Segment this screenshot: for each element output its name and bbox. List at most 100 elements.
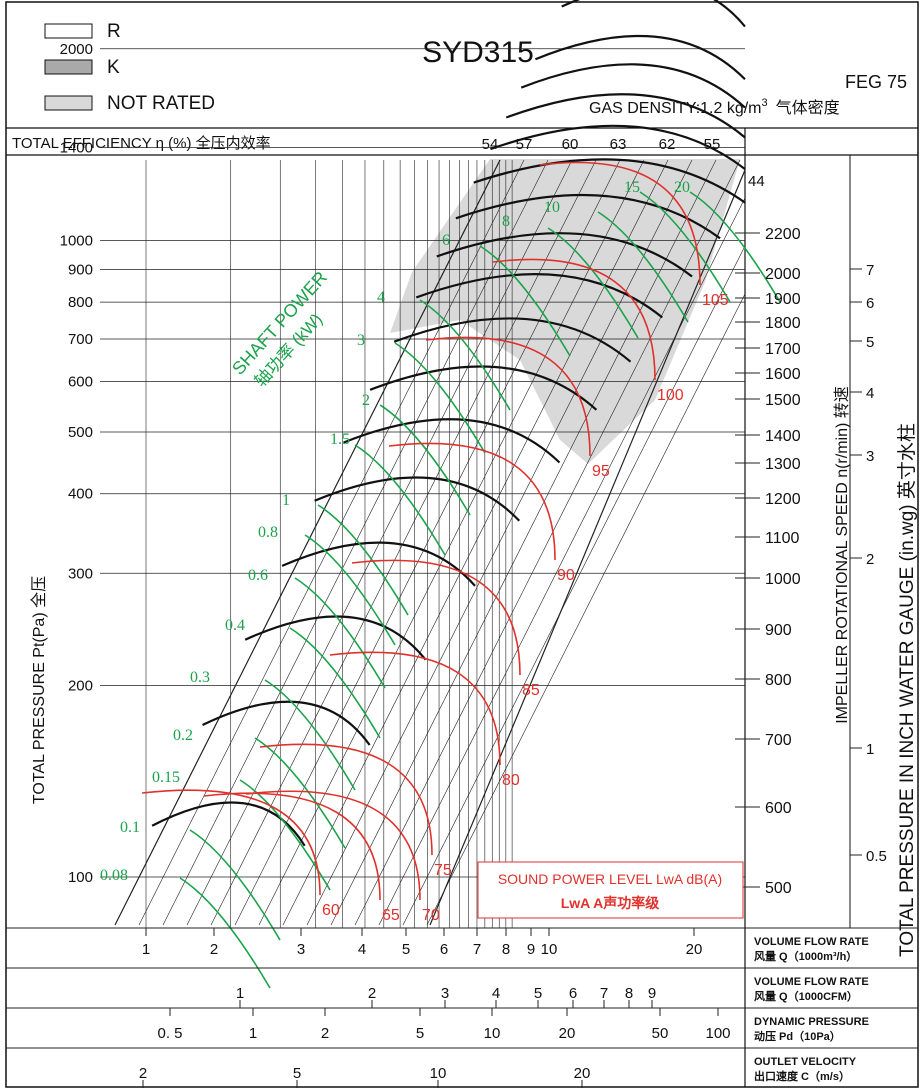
efficiency-value: 55 (704, 136, 721, 153)
shaft-power-value: 6 (442, 232, 450, 249)
shaft-power-value: 0.8 (258, 524, 278, 541)
bottom-scale-tick-label: 5 (416, 1025, 424, 1042)
not-rated-region (390, 159, 740, 464)
shaft-power-curve (264, 679, 356, 791)
bottom-scale-tick-label: 3 (441, 985, 449, 1002)
plot-labels: 20 15 10 8 6 4 3 2 1.5 10.8 0.6 0.4 0.3 0.2 0.15 0.1 0.0… (100, 179, 729, 924)
speed-tick-label: 1000 (765, 571, 801, 588)
bottom-scale-label: VOLUME FLOW RATE (754, 976, 869, 988)
bottom-scale-label: OUTLET VELOCITY (754, 1056, 857, 1068)
gauge-tick-label: 3 (866, 448, 874, 465)
bottom-scale-tick-label: 10 (541, 941, 558, 958)
bottom-scale-tick-label: 20 (686, 941, 703, 958)
sound-level-curve (425, 336, 591, 457)
shaft-power-curve (689, 191, 781, 303)
gas-density-sup: 3 (762, 97, 768, 109)
shaft-power-curve (179, 877, 271, 989)
sound-level-curve (329, 651, 501, 766)
gauge-tick-label: 7 (866, 262, 874, 279)
shaft-power-value: 4 (377, 289, 385, 306)
bottom-scale-tick-label: 2 (210, 941, 218, 958)
left-axis: 2000 1400 1000 900 800 700 600 500 400 300 200 100 (60, 41, 93, 886)
speed-tick-label: 1700 (765, 341, 801, 358)
bottom-scale-label-cn: 出口速度 C（m/s） (754, 1069, 850, 1083)
bottom-scale-tick-label: 8 (625, 985, 633, 1002)
sound-level-value: 105 (702, 292, 729, 309)
speed-curve (505, 93, 746, 139)
shaft-power-curve (597, 211, 689, 323)
sound-level-curve (203, 792, 381, 901)
bottom-scale-label: DYNAMIC PRESSURE (754, 1016, 869, 1028)
shaft-power-curve (317, 504, 409, 616)
shaft-power-value: 0.4 (225, 617, 245, 634)
bottom-scale-label-cn: 风量 Q（1000m³/h） (754, 949, 857, 963)
bottom-scale-tick-label: 100 (705, 1025, 730, 1042)
shaft-power-value: 0.08 (100, 867, 128, 884)
sound-level-value: 70 (422, 907, 440, 924)
speed-curve (415, 273, 663, 319)
legend-label-k: K (107, 57, 120, 78)
legend-label-r: R (107, 21, 121, 42)
pressure-tick-label: 900 (68, 262, 93, 279)
shaft-power-curve (254, 737, 346, 849)
sound-level-value: 65 (382, 907, 400, 924)
speed-tick-label: 1300 (765, 456, 801, 473)
shaft-power-value: 15 (624, 179, 640, 196)
bottom-scale-tick-label: 5 (293, 1065, 301, 1082)
speed-tick-label: 800 (765, 672, 792, 689)
pressure-tick-label: 200 (68, 677, 93, 694)
gauge-tick-label: 5 (866, 334, 874, 351)
chart-title: SYD315 (422, 36, 534, 69)
sound-power-label: SOUND POWER LEVEL LwA dB(A) (498, 871, 722, 887)
speed-curve (314, 476, 521, 522)
speed-tick-label: 1800 (765, 315, 801, 332)
shaft-power-curve (639, 191, 731, 303)
pressure-tick-label: 100 (68, 869, 93, 886)
system-line (402, 245, 746, 926)
system-line (378, 197, 746, 926)
bottom-scale-tick-label: 6 (569, 985, 577, 1002)
speed-tick-label: 700 (765, 732, 792, 749)
pressure-tick-label: 600 (68, 374, 93, 391)
pressure-tick-label: 800 (68, 294, 93, 311)
shaft-power-value: 1 (282, 492, 290, 509)
bottom-scale-tick-label: 20 (574, 1065, 591, 1082)
shaft-power-value: 20 (674, 179, 690, 196)
shaft-power-curve (189, 829, 281, 941)
bottom-scale-tick-label: 1 (142, 941, 150, 958)
shaft-power-value: 10 (544, 199, 560, 216)
sound-level-curve (141, 789, 321, 896)
sound-level-curve (259, 743, 433, 856)
bottom-scale-tick-label: 10 (430, 1065, 447, 1082)
speed-top-mark: 44 (748, 173, 765, 190)
legend: R K NOT RATED (44, 21, 215, 114)
speed-curve (244, 615, 427, 661)
system-line (306, 159, 693, 926)
bottom-scale-tick-label: 2 (139, 1065, 147, 1082)
speed-curve (455, 193, 721, 240)
speed-tick-label: 2000 (765, 266, 801, 283)
gas-density-prefix: GAS DENSITY:1.2 kg/m (589, 100, 762, 117)
bottom-scale-label-cn: 风量 Q（1000CFM） (754, 989, 858, 1003)
system-line (258, 159, 645, 926)
bottom-scale-tick-label: 3 (297, 941, 305, 958)
left-boundary-line (114, 159, 501, 926)
speed-tick-label: 1200 (765, 491, 801, 508)
bottom-scale-label-cn: 动压 Pd（10Pa） (754, 1029, 841, 1043)
legend-swatch-k (44, 59, 93, 75)
plot-grid (100, 48, 746, 928)
sound-level-curve (388, 442, 556, 561)
bottom-scale-tick-label: 9 (527, 941, 535, 958)
shaft-power-curve (304, 534, 396, 646)
speed-tick-label: 600 (765, 800, 792, 817)
y-axis-label: TOTAL PRESSURE Pt(Pa) 全压 (30, 576, 48, 804)
speed-tick-label: 900 (765, 622, 792, 639)
efficiency-value: 60 (562, 136, 579, 153)
pressure-tick-label: 400 (68, 486, 93, 503)
system-line (210, 159, 597, 926)
legend-swatch-r (44, 23, 93, 39)
system-line (426, 293, 746, 926)
bottom-scale-tick-label: 7 (600, 985, 608, 1002)
